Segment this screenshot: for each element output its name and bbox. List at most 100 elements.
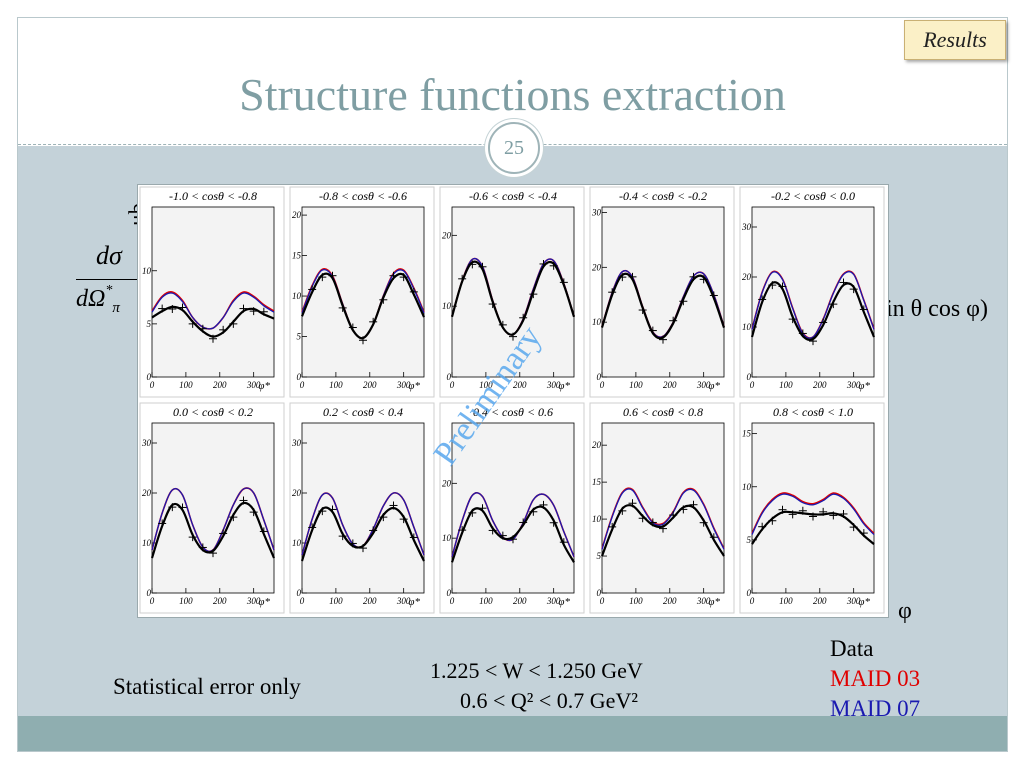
x-axis-label: φ* [858,380,870,392]
maid07-curve [751,271,875,339]
maid03-curve [751,492,875,535]
data-point [229,319,238,328]
maid07-curve [751,493,875,536]
y-tick-label: 30 [141,438,152,448]
x-tick-label: 200 [813,380,827,390]
panel-1: 0 5 10 0 100 200 300 φ* -1.0 < cosθ < -0.8 [138,185,288,401]
panel-frame [451,422,575,594]
slide-content: μb dσ dΩ*π in θ cos φ) 05100100200300φ*-… [18,146,1007,721]
x-tick-label: 0 [750,380,755,390]
data-point [239,304,248,313]
x-tick-label: 100 [179,380,193,390]
data-point [478,262,487,271]
x-tick-label: 300 [396,380,411,390]
data-point [689,272,698,281]
x-axis-label: φ* [558,380,570,392]
data-point [809,337,817,346]
y-tick-label: 10 [742,322,752,332]
y-tick-label: 5 [297,332,302,342]
data-point [618,273,627,282]
data-point [659,524,667,533]
y-tick-label: 10 [142,538,152,548]
data-point [788,510,797,519]
data-point [219,529,228,538]
y-tick-label: 0 [597,588,602,598]
data-point [488,300,497,309]
data-point [689,500,698,509]
x-tick-label: 200 [813,596,827,606]
y-tick-label: 30 [591,207,602,217]
y-tick-label: 10 [442,533,452,543]
page-number: 25 [488,122,540,174]
data-point [809,512,817,521]
y-tick-label: 0 [297,588,302,598]
data-point [328,505,337,514]
data-point [308,285,317,294]
data-point [529,290,538,299]
y-tick-label: 0 [747,588,752,598]
y-tick-label: 15 [592,477,602,487]
x-tick-label: 300 [696,380,711,390]
x-tick-label: 100 [629,596,643,606]
data-point [308,523,317,532]
data-point [198,324,207,333]
data-point [669,316,678,325]
maid07-curve [601,488,725,550]
data-point [318,507,327,516]
data-point [519,518,528,527]
y-tick-label: 0 [147,588,152,598]
x-tick-label: 0 [150,380,155,390]
data-point [158,519,167,528]
data-point [379,295,388,304]
phi-axis-label: φ [898,598,912,624]
data-point [318,273,327,282]
x-tick-label: 0 [600,380,605,390]
x-tick-label: 300 [696,596,711,606]
x-tick-label: 0 [750,596,755,606]
x-tick-label: 300 [846,596,861,606]
panel-title: -0.2 < cosθ < 0.0 [770,189,856,203]
data-point [559,538,568,547]
panel-title: 0.6 < cosθ < 0.8 [622,405,704,419]
data-point [198,543,207,552]
y-tick-label: 10 [742,482,752,492]
y-tick-label: 5 [747,535,752,545]
x-tick-label: 100 [329,380,343,390]
panel-title: 0.0 < cosθ < 0.2 [172,405,254,419]
data-point [369,317,378,326]
panel-2: 0 5 10 15 20 0 100 200 300 φ* -0.8 < cosθ < -0.6 [288,185,438,401]
data-point [529,507,538,516]
data-point [468,508,477,517]
data-point [669,511,678,520]
results-badge: Results [904,20,1006,60]
data-point [188,319,197,328]
data-point [209,549,217,558]
data-point [178,503,187,512]
x-tick-label: 100 [479,596,493,606]
data-point [259,307,268,316]
x-tick-label: 100 [179,596,193,606]
data-point [758,522,767,531]
x-tick-label: 200 [213,596,227,606]
data-point [699,518,708,527]
panel-title: -0.4 < cosθ < -0.2 [618,189,708,203]
legend: Data MAID 03 MAID 07 [830,634,920,724]
y-tick-label: 10 [442,301,452,311]
data-point [659,335,667,344]
panel-title: -0.8 < cosθ < -0.6 [318,189,408,203]
y-tick-label: 20 [742,272,752,282]
y-tick-label: 10 [592,514,602,524]
data-point [648,326,657,335]
data-point [509,332,517,341]
data-point [399,515,408,524]
data-point [778,282,787,291]
y-tick-label: 0 [597,372,602,382]
y-tick-label: 10 [592,317,602,327]
data-point [158,304,167,313]
data-point [458,526,467,535]
y-tick-label: 0 [447,588,452,598]
panel-title: 0.4 < cosθ < 0.6 [472,405,554,419]
